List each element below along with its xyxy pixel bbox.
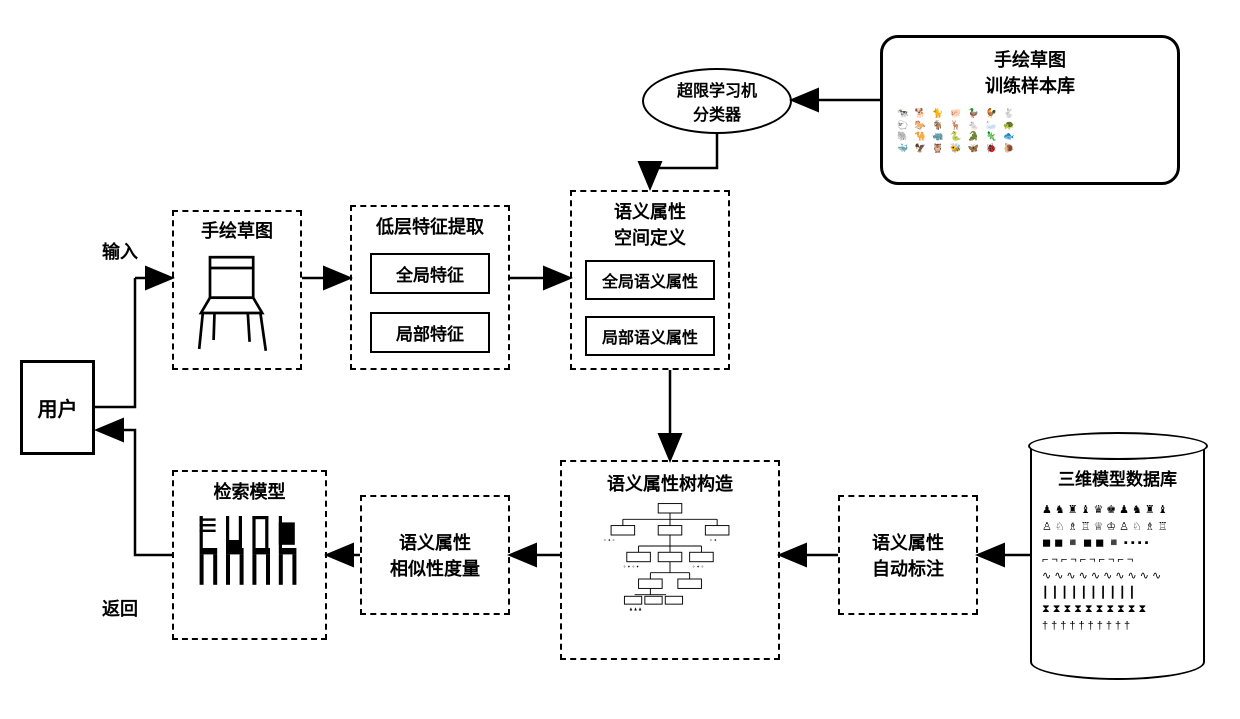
semtree-title: 语义属性树构造 <box>607 470 733 496</box>
elm-label: 超限学习机 分类器 <box>677 77 757 125</box>
label-input: 输入 <box>102 238 138 264</box>
semspace-title: 语义属性 空间定义 <box>614 198 686 250</box>
node-trainlib: 手绘草图 训练样本库 🐄 🐕 🐈 🐖 🦆 🐓 🐇 🐑 🐎 🐐 🦌 🐁 🦢 🐢 🐘… <box>880 35 1180 185</box>
models-icon <box>190 512 310 597</box>
label-return: 返回 <box>102 595 138 621</box>
node-elm: 超限学习机 分类器 <box>642 68 792 134</box>
sketch-title: 手绘草图 <box>201 217 273 243</box>
svg-text:✧ ✦: ✧ ✦ <box>709 537 717 542</box>
node-semspace: 语义属性 空间定义 全局语义属性 局部语义属性 <box>570 190 730 370</box>
svg-text:✧ ✦ ✧ ✦: ✧ ✦ ✧ ✦ <box>623 564 640 569</box>
semspace-item-global: 全局语义属性 <box>585 260 715 300</box>
node-simmeas: 语义属性 相似性度量 <box>360 495 510 615</box>
semspace-item-local: 局部语义属性 <box>585 316 715 356</box>
trainlib-title: 手绘草图 训练样本库 <box>985 46 1075 98</box>
db3d-models-icon: ♟♞♜♝♛♚♟♞♜♝ ♙♘♗♖♕♔♙♘♗♖ ◼◼◾◼◼◾▪▪▪▪ ⌐¬⌐¬⌐¬⌐… <box>1032 496 1203 640</box>
user-label: 用户 <box>38 393 78 422</box>
input-text: 输入 <box>102 238 138 264</box>
node-retrieval: 检索模型 <box>172 470 327 640</box>
svg-text:✧ ✦ ✧: ✧ ✦ ✧ <box>692 564 705 569</box>
lowfeat-title: 低层特征提取 <box>376 213 484 239</box>
lowfeat-item-local: 局部特征 <box>370 312 490 353</box>
svg-text:♟ ♟ ♟: ♟ ♟ ♟ <box>629 606 642 611</box>
db3d-title: 三维模型数据库 <box>1032 465 1203 490</box>
tree-icon: ✧ ✦ ✧ ✧ ✦ ✧ ✦ ✧ ✦ ✧ ✦ ✧ ♟ ♟ ♟ <box>585 502 755 617</box>
lowfeat-item-global: 全局特征 <box>370 253 490 294</box>
chair-icon <box>192 249 282 364</box>
return-text: 返回 <box>102 595 138 621</box>
node-semanno: 语义属性 自动标注 <box>838 495 978 615</box>
svg-text:✧ ✦ ✧: ✧ ✦ ✧ <box>603 537 616 542</box>
semanno-label: 语义属性 自动标注 <box>872 529 944 581</box>
node-lowfeat: 低层特征提取 全局特征 局部特征 <box>350 205 510 370</box>
retrieval-title: 检索模型 <box>214 478 286 504</box>
trainlib-samples-icon: 🐄 🐕 🐈 🐖 🦆 🐓 🐇 🐑 🐎 🐐 🦌 🐁 🦢 🐢 🐘 🐪 🦏 🐍 🐊 🦎 … <box>893 104 1167 159</box>
node-user: 用户 <box>20 360 95 455</box>
node-semtree: 语义属性树构造 <box>560 460 780 660</box>
node-db3d: 三维模型数据库 ♟♞♜♝♛♚♟♞♜♝ ♙♘♗♖♕♔♙♘♗♖ ◼◼◾◼◼◾▪▪▪▪… <box>1030 445 1205 680</box>
node-sketch: 手绘草图 <box>172 210 302 370</box>
simmeas-label: 语义属性 相似性度量 <box>390 529 480 581</box>
